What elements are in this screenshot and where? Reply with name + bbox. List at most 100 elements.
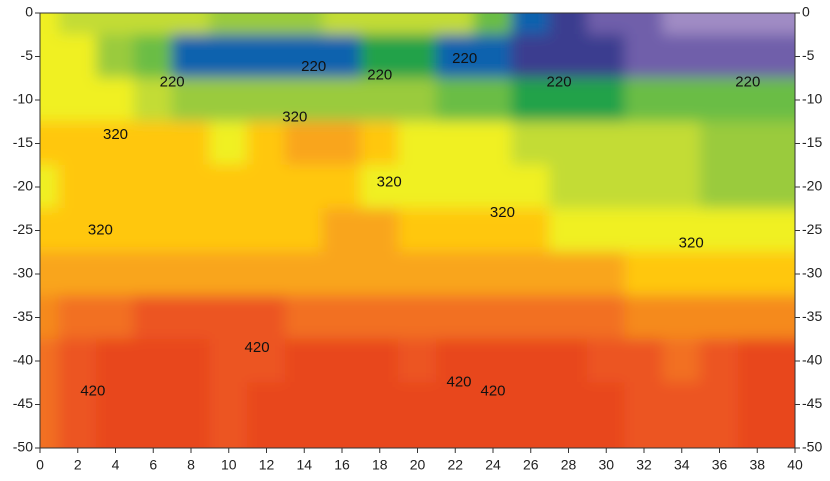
x-tick-label: 28	[561, 457, 577, 473]
contour-cell	[549, 295, 588, 340]
contour-cell	[40, 34, 60, 79]
contour-cell	[511, 425, 551, 448]
contour-cell	[775, 295, 795, 340]
contour-cell	[737, 425, 777, 448]
contour-cell	[247, 164, 286, 210]
contour-cell	[662, 295, 702, 340]
contour-cell	[96, 382, 135, 427]
contour-cell	[284, 251, 324, 297]
contour-cell	[171, 121, 211, 166]
contour-cell	[58, 164, 98, 210]
y-tick-label: -50	[13, 439, 33, 455]
y-tick-label-right: -25	[802, 221, 822, 237]
contour-cell	[133, 34, 173, 79]
y-tick-label: -30	[13, 265, 33, 281]
contour-cell	[398, 338, 437, 384]
contour-cell	[549, 77, 588, 123]
contour-cell	[96, 295, 135, 340]
x-tick-label: 36	[712, 457, 728, 473]
contour-cell	[624, 382, 664, 427]
contour-label: 220	[301, 58, 326, 75]
contour-cell	[549, 121, 588, 166]
x-tick-label: 2	[74, 457, 82, 473]
contour-cell	[662, 34, 702, 79]
contour-cell	[435, 121, 475, 166]
contour-cell	[133, 338, 173, 384]
y-tick-label-right: -5	[802, 47, 815, 63]
x-tick-label: 40	[787, 457, 803, 473]
contour-cell	[96, 34, 135, 79]
contour-cell	[624, 77, 664, 123]
contour-label: 420	[245, 339, 270, 356]
contour-cell	[737, 164, 777, 210]
contour-cell	[360, 121, 400, 166]
contour-cell	[284, 34, 324, 79]
contour-cell	[700, 425, 739, 448]
contour-cell	[662, 338, 702, 384]
contour-cell	[171, 208, 211, 253]
contour-cell	[700, 164, 739, 210]
contour-cell	[737, 13, 777, 36]
contour-cell	[435, 338, 475, 384]
contour-cell	[398, 425, 437, 448]
contour-label: 320	[377, 174, 402, 191]
contour-cell	[58, 208, 98, 253]
contour-cell	[133, 425, 173, 448]
contour-cell	[473, 425, 513, 448]
contour-cell	[700, 382, 739, 427]
contour-cell	[322, 295, 362, 340]
x-tick-label: 12	[259, 457, 275, 473]
contour-cell	[284, 164, 324, 210]
contour-cell	[662, 251, 702, 297]
contour-cell	[209, 164, 249, 210]
contour-cell	[435, 251, 475, 297]
y-tick-label-right: -20	[802, 178, 822, 194]
contour-cell	[586, 13, 626, 36]
contour-cell	[700, 251, 739, 297]
contour-cell	[624, 295, 664, 340]
y-tick-label-right: -45	[802, 395, 822, 411]
y-tick-label-right: -30	[802, 265, 822, 281]
contour-cell	[284, 382, 324, 427]
contour-cell	[40, 121, 60, 166]
contour-label: 320	[282, 108, 307, 125]
contour-cell	[360, 382, 400, 427]
contour-cell	[284, 425, 324, 448]
contour-cell	[586, 77, 626, 123]
contour-cell	[247, 121, 286, 166]
x-tick-label: 16	[334, 457, 350, 473]
contour-cell	[586, 121, 626, 166]
x-tick-label: 20	[410, 457, 426, 473]
contour-cell	[171, 338, 211, 384]
y-tick-label: -10	[13, 91, 33, 107]
contour-cell	[511, 164, 551, 210]
contour-cell	[398, 295, 437, 340]
contour-cell	[40, 338, 60, 384]
contour-cell	[624, 13, 664, 36]
contour-cell	[586, 34, 626, 79]
contour-cell	[435, 77, 475, 123]
contour-cell	[360, 251, 400, 297]
contour-cell	[398, 13, 437, 36]
contour-cell	[322, 13, 362, 36]
contour-cell	[171, 13, 211, 36]
contour-label: 420	[480, 382, 505, 399]
contour-cell	[435, 13, 475, 36]
x-tick-label: 4	[112, 457, 120, 473]
contour-label: 220	[367, 67, 392, 84]
contour-cell	[624, 425, 664, 448]
contour-cell	[586, 251, 626, 297]
contour-cell	[549, 425, 588, 448]
x-tick-label: 38	[749, 457, 765, 473]
x-tick-label: 30	[598, 457, 614, 473]
contour-cell	[58, 251, 98, 297]
contour-cell	[133, 13, 173, 36]
contour-cell	[473, 295, 513, 340]
contour-cell	[775, 251, 795, 297]
contour-cell	[775, 382, 795, 427]
contour-cell	[209, 77, 249, 123]
x-tick-label: 22	[447, 457, 463, 473]
contour-cell	[775, 121, 795, 166]
contour-cell	[435, 295, 475, 340]
contour-cell	[549, 382, 588, 427]
